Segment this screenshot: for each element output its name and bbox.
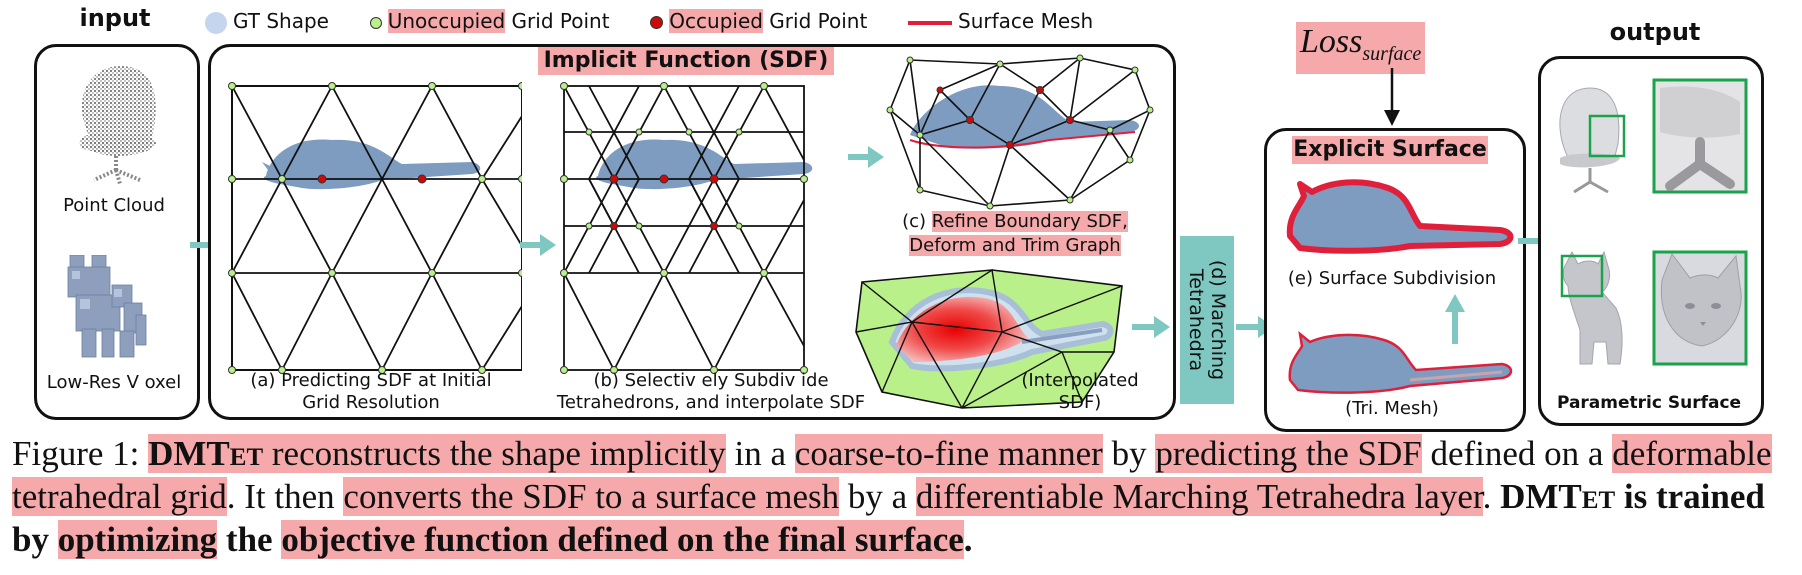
voxel-cat-image	[67, 255, 147, 358]
interpolated-sdf-label: (Interpolated SDF)	[1021, 370, 1139, 413]
subdivision-label: (e) Surface Subdivision	[1287, 268, 1497, 289]
tri-mesh-label: (Tri. Mesh)	[1345, 398, 1439, 419]
legend-occupied-rest: Grid Point	[762, 9, 868, 33]
legend-occupied: Occupied	[669, 9, 763, 33]
marching-tetrahedra-box	[1180, 236, 1234, 404]
arrow-to-marching	[1132, 316, 1170, 338]
legend-unoccupied: Unoccupied	[387, 9, 506, 33]
marching-tetrahedra-label: (d) Marching Tetrahedra	[1185, 259, 1230, 381]
subdivision-arrow	[1445, 294, 1465, 344]
tri-mesh-image	[1288, 330, 1513, 394]
arrow-b-to-c	[848, 146, 884, 168]
loss-arrow	[1384, 68, 1400, 126]
legend-surface-mesh: Surface Mesh	[958, 9, 1094, 33]
output-cat-image	[1560, 250, 1748, 366]
explicit-title: Explicit Surface	[1292, 136, 1488, 164]
gt-shape-swatch	[205, 11, 227, 34]
loss-label: Losssurface	[1296, 22, 1426, 74]
step-c-label: (c) Refine Boundary SDF, Deform and Trim …	[902, 211, 1128, 256]
subdivided-grid-diagram	[560, 82, 813, 374]
legend-unoccupied-rest: Grid Point	[505, 9, 610, 33]
output-title: output	[1609, 18, 1701, 46]
arrow-a-to-b	[520, 234, 556, 256]
output-chair-image	[1559, 78, 1748, 194]
implicit-title: Implicit Function (SDF)	[538, 47, 834, 75]
unoccupied-dot-icon	[369, 16, 382, 29]
point-cloud-chair-image	[79, 66, 156, 185]
occupied-dot-icon	[650, 16, 664, 29]
parametric-surface-label: Parametric Surface	[1556, 393, 1742, 413]
step-a-label: (a) Predicting SDF at Initial Grid Resolu…	[250, 370, 492, 413]
voxel-label: Low-Res V oxel	[46, 372, 182, 393]
refined-graph-diagram	[886, 54, 1154, 210]
initial-grid-diagram	[228, 82, 522, 374]
input-title: input	[79, 4, 151, 32]
figure-caption: Figure 1: DMTet reconstructs the shape i…	[12, 434, 1772, 559]
subdivided-surface-image	[1286, 179, 1514, 254]
point-cloud-label: Point Cloud	[63, 195, 165, 216]
legend-gt-shape: GT Shape	[233, 9, 329, 33]
step-b-label: (b) Selectiv ely Subdiv ide Tetrahedrons,…	[556, 370, 866, 413]
legend: GT Shape Unoccupied Grid Point Occupied …	[205, 6, 1093, 36]
interpolated-sdf-diagram	[855, 268, 1123, 409]
surface-mesh-line-icon	[908, 20, 953, 25]
